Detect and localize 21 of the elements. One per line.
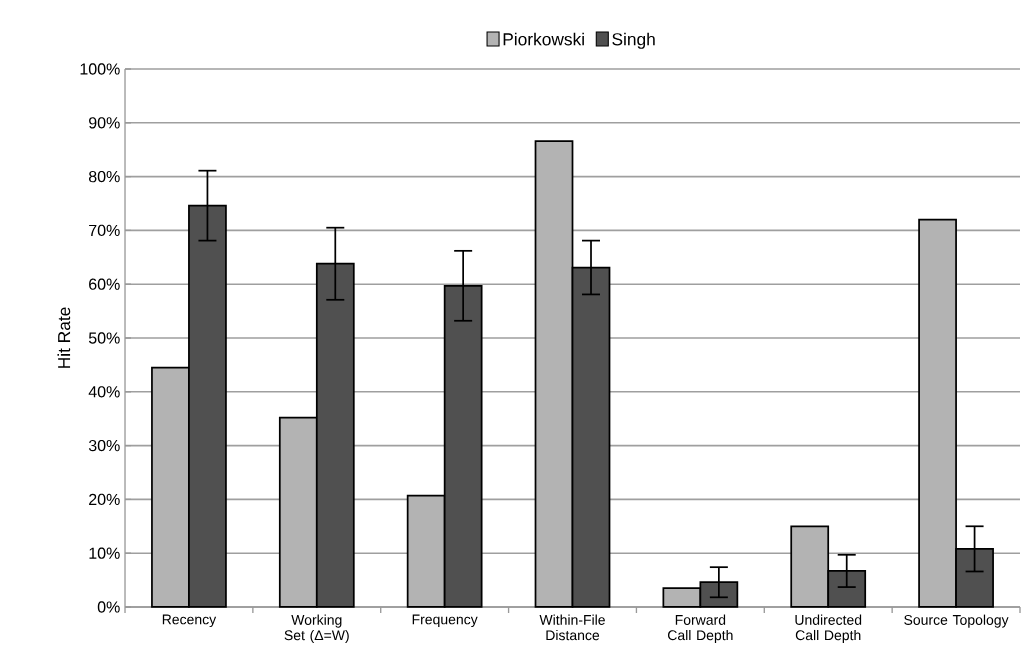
y-tick-label: 20% — [89, 493, 120, 506]
y-tick-label: 0% — [97, 601, 120, 613]
legend-label: Piorkowski — [503, 32, 584, 46]
x-tick-label: Frequency — [412, 614, 478, 628]
y-tick-label: 80% — [88, 170, 120, 183]
legend-label: Singh — [612, 32, 655, 49]
y-tick-label: 70% — [89, 224, 120, 237]
x-tick-label: Forward Call Depth — [668, 614, 733, 643]
x-tick-label: Recency — [162, 614, 217, 628]
y-tick-label: 30% — [88, 439, 120, 452]
y-tick-label: 90% — [89, 117, 120, 129]
y-tick-label: 50% — [88, 332, 120, 344]
x-tick-label: Within-File Distance — [539, 614, 605, 641]
y-tick-label: 100% — [80, 63, 120, 75]
x-tick-label: Working Set (Δ=W) — [284, 614, 349, 643]
y-tick-label: 40% — [88, 386, 120, 398]
y-tick-label: 60% — [89, 278, 120, 290]
y-tick-label: 10% — [89, 547, 120, 559]
y-axis-title: Hit Rate — [57, 307, 71, 368]
x-tick-label: Undirected Call Depth — [795, 614, 862, 643]
x-tick-label: Source Topology — [904, 614, 1009, 628]
